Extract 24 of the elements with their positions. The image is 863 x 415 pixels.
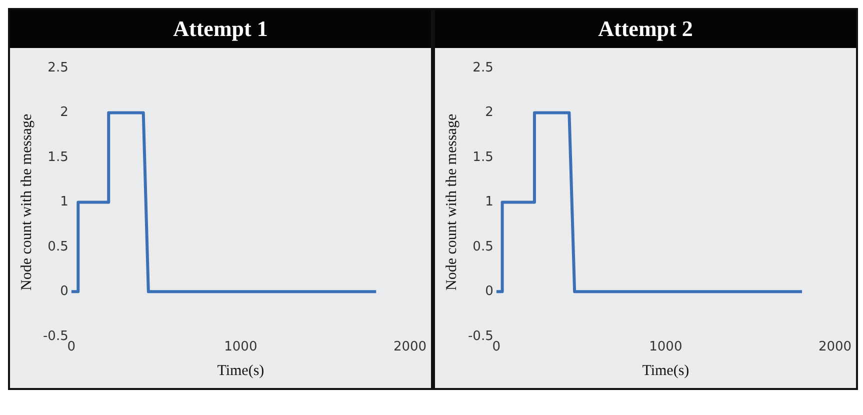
x-tick-label: 2000 — [393, 340, 427, 355]
y-tick-label: 0 — [485, 284, 494, 300]
y-axis-title: Node count with the message — [444, 114, 460, 291]
y-tick-label: 1 — [485, 194, 494, 210]
y-tick-label: 2.5 — [472, 60, 494, 76]
x-tick-label: 1000 — [224, 340, 258, 355]
y-tick-label: 0.5 — [472, 239, 494, 254]
y-tick-label: 0.5 — [48, 239, 68, 254]
chart-title: Attempt 2 — [435, 10, 856, 48]
x-tick-label: 2000 — [818, 340, 852, 355]
y-tick-label: -0.5 — [468, 328, 494, 344]
y-tick-label: 2 — [60, 105, 68, 120]
y-tick-label: 1.5 — [472, 150, 494, 165]
y-tick-label: 2 — [485, 105, 494, 120]
y-tick-label: 1 — [60, 194, 68, 210]
x-axis-title: Time(s) — [217, 362, 264, 379]
y-tick-label: 0 — [60, 284, 68, 300]
y-tick-label: 2.5 — [48, 60, 68, 76]
y-tick-label: -0.5 — [42, 328, 68, 344]
x-axis-title: Time(s) — [642, 362, 690, 379]
y-tick-label: 1.5 — [48, 150, 68, 165]
y-axis-title: Node count with the message — [18, 114, 35, 291]
x-tick-label: 1000 — [649, 340, 682, 355]
chart-title: Attempt 1 — [10, 10, 431, 48]
